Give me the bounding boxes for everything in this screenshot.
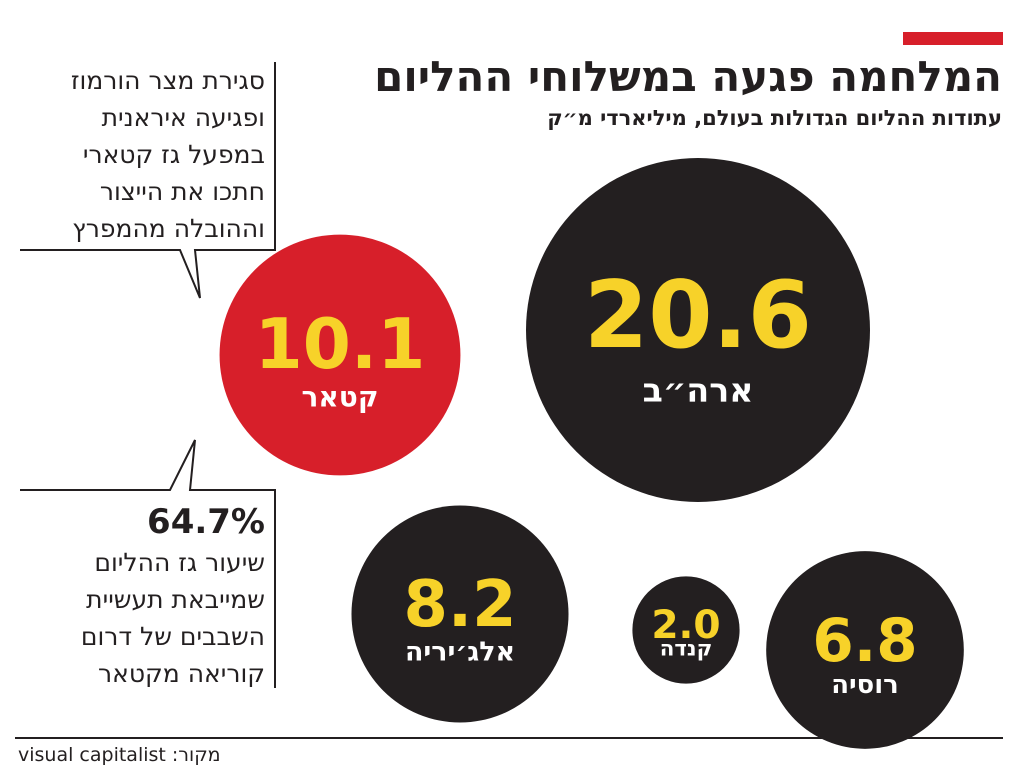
value-label: 8.2 — [403, 568, 516, 642]
callout-border — [20, 439, 276, 688]
callout-line: שמייבאת תעשיית — [86, 585, 265, 614]
callout-line: שיעור גז ההליום — [94, 548, 265, 577]
callout-line: וההובלה מהמפרץ — [72, 214, 265, 243]
value-label: 10.1 — [255, 305, 426, 385]
callout-line: ופגיעה איראנית — [101, 103, 265, 132]
bubble — [766, 551, 964, 749]
chart-title: המלחמה פגעה במשלוחי ההליום — [374, 52, 1002, 101]
callout: 64.7% שיעור גז ההליום שמייבאת תעשיית השבבי… — [81, 500, 265, 692]
category-label: רוסיה — [831, 670, 898, 700]
category-label: קטאר — [302, 380, 379, 413]
callout: סגירת מצר הורמוז ופגיעה איראנית במפעל גז ק… — [71, 62, 265, 247]
callout-value: 64.7% — [147, 502, 265, 542]
category-label: אלג׳יריה — [405, 637, 515, 668]
bubble — [632, 576, 740, 684]
chart-subtitle: עתודות ההליום הגדולות בעולם, מיליארדי מ״… — [547, 106, 1002, 130]
accent-bar — [903, 32, 1003, 45]
category-label: קנדה — [660, 636, 713, 661]
callout-line: חתכו את הייצור — [99, 177, 265, 206]
value-label: 20.6 — [584, 261, 812, 369]
callout-line: סגירת מצר הורמוז — [70, 66, 265, 95]
callout-border — [20, 62, 276, 299]
bubble — [219, 234, 461, 476]
value-label: 2.0 — [651, 603, 720, 648]
callout-line: השבבים של דרום — [80, 622, 265, 651]
value-label: 6.8 — [812, 607, 917, 676]
bubble — [526, 158, 870, 502]
bubble — [351, 505, 569, 723]
callout-line: במפעל גז קטארי — [82, 140, 265, 169]
source: מקור: visual capitalist — [18, 744, 221, 766]
category-label: ארה״ב — [643, 370, 754, 409]
callout-line: קוריאה מקטאר — [98, 659, 265, 688]
